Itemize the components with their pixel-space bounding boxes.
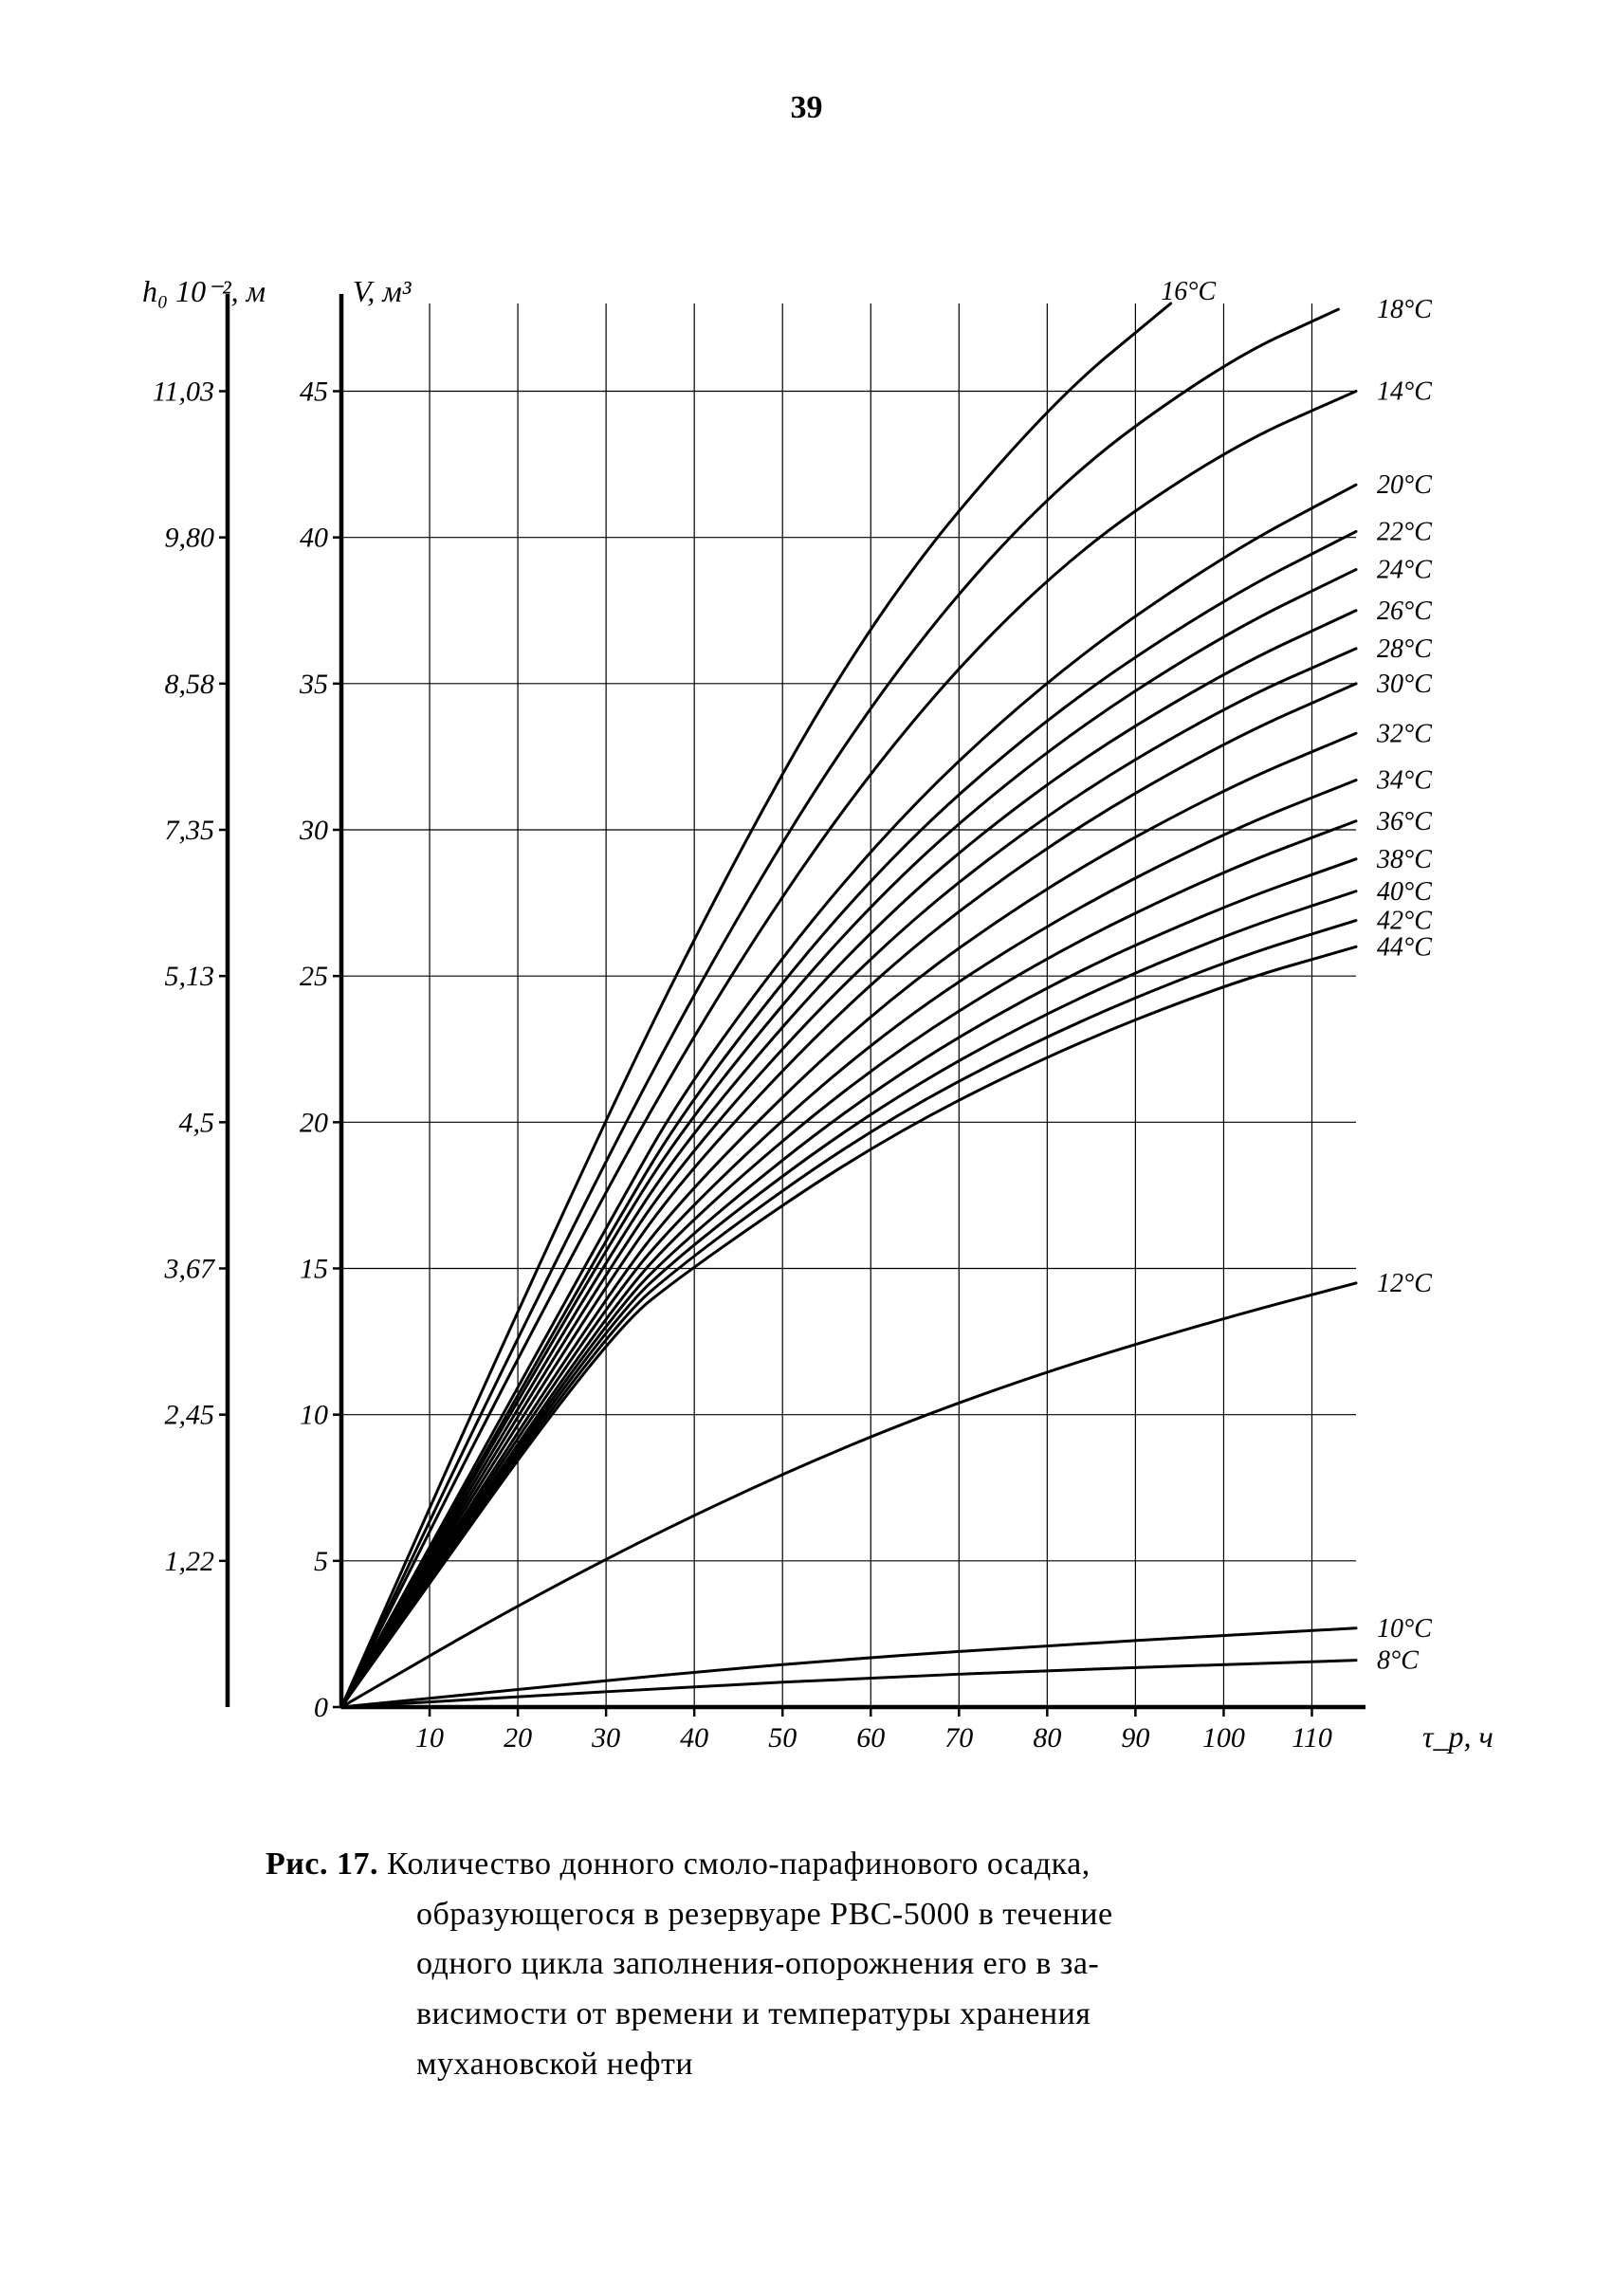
y-tick-label-inner: 20 <box>300 1107 328 1138</box>
curve-42C <box>341 921 1356 1707</box>
curve-22C <box>341 532 1356 1708</box>
curve-44C <box>341 946 1356 1707</box>
y-tick-label-outer: 7,35 <box>165 815 215 846</box>
x-axis-label: τ_p, ч <box>1422 1719 1494 1754</box>
curve-38C <box>341 859 1356 1707</box>
y-tick-label-inner: 35 <box>299 669 328 700</box>
curve-label-34C: 34°C <box>1376 766 1432 796</box>
figure-caption: Рис. 17. Количество донного смоло-парафи… <box>266 1840 1356 2089</box>
y-axis-outer-label: h₀ 10⁻², м <box>142 274 266 308</box>
curve-28C <box>341 649 1356 1707</box>
curve-label-20C: 20°C <box>1377 470 1432 500</box>
chart-container: 10 20 30 40 50 60 70 80 90 100 110 τ_p, ч 0 5 10 15 20 25… <box>142 266 1517 1802</box>
curve-label-42C: 42°C <box>1377 907 1432 936</box>
curve-label-30C: 30°C <box>1376 670 1432 699</box>
y-tick-label-outer: 2,45 <box>165 1400 215 1431</box>
curve-8C <box>341 1661 1356 1707</box>
page: 39 10 20 30 40 50 60 70 80 90 100 110 τ_p, ч 0 5 10 15 2… <box>0 0 1613 2296</box>
y-tick-label-inner: 30 <box>299 815 328 846</box>
curve-label-8C: 8°C <box>1377 1646 1419 1676</box>
y-tick-label-inner: 25 <box>300 961 328 992</box>
y-tick-label-inner: 10 <box>300 1400 328 1431</box>
x-tick-label: 40 <box>680 1722 708 1754</box>
curve-40C <box>341 891 1356 1707</box>
y-axis-inner-label: V, м³ <box>353 274 412 308</box>
curve-34C <box>341 781 1356 1707</box>
curve-label-36C: 36°C <box>1376 807 1432 836</box>
y-tick-label-outer: 9,80 <box>165 523 215 554</box>
curve-label-22C: 22°C <box>1377 518 1432 547</box>
y-tick-label-inner: 5 <box>314 1546 328 1577</box>
curve-20C <box>341 485 1356 1707</box>
curve-label-24C: 24°C <box>1377 556 1432 585</box>
x-tick-label: 110 <box>1292 1722 1332 1754</box>
x-tick-label: 70 <box>944 1722 973 1754</box>
page-number: 39 <box>0 90 1613 126</box>
curve-label-38C: 38°C <box>1376 845 1432 874</box>
y-tick-label-outer: 8,58 <box>165 669 215 700</box>
x-tick-label: 80 <box>1033 1722 1061 1754</box>
x-tick-label: 30 <box>591 1722 620 1754</box>
curve-label-12C: 12°C <box>1377 1269 1432 1298</box>
curve-label-10C: 10°C <box>1377 1614 1432 1644</box>
y-tick-label-outer: 1,22 <box>165 1546 215 1577</box>
caption-line-3: одного цикла заполнения-опорожнения его … <box>416 1946 1099 1981</box>
y-tick-label-outer: 4,5 <box>179 1107 215 1138</box>
y-tick-label-inner: 40 <box>300 523 328 554</box>
curve-label-44C: 44°C <box>1377 932 1432 962</box>
curve-30C <box>341 684 1356 1707</box>
caption-line-4: висимости от времени и температуры хране… <box>416 1996 1091 2031</box>
x-tick-label: 90 <box>1121 1722 1149 1754</box>
x-tick-label: 10 <box>415 1722 444 1754</box>
y-tick-label-outer: 5,13 <box>165 961 215 992</box>
caption-line-2: образующегося в резервуаре РВС-5000 в те… <box>416 1897 1113 1932</box>
y-tick-label-outer: 3,67 <box>164 1254 217 1285</box>
curve-label-26C: 26°C <box>1377 597 1432 626</box>
curve-label-32C: 32°C <box>1376 719 1432 748</box>
curve-label-16C: 16°C <box>1161 277 1216 306</box>
x-tick-label: 100 <box>1202 1722 1245 1754</box>
chart-svg: 10 20 30 40 50 60 70 80 90 100 110 τ_p, ч 0 5 10 15 20 25… <box>142 266 1517 1802</box>
curve-14C <box>341 392 1356 1708</box>
curve-26C <box>341 611 1356 1707</box>
y-tick-label-outer: 11,03 <box>153 377 214 408</box>
x-tick-label: 20 <box>504 1722 532 1754</box>
caption-line-1: Количество донного смоло-парафинового ос… <box>387 1846 1091 1882</box>
caption-prefix: Рис. 17. <box>266 1846 378 1882</box>
curve-label-14C: 14°C <box>1377 377 1432 407</box>
y-tick-label-inner: 0 <box>314 1692 328 1723</box>
curve-label-18C: 18°C <box>1377 295 1432 324</box>
curve-10C <box>341 1628 1356 1707</box>
curve-label-40C: 40°C <box>1377 877 1432 907</box>
y-tick-label-inner: 45 <box>300 377 328 408</box>
x-tick-label: 50 <box>768 1722 797 1754</box>
x-tick-label: 60 <box>856 1722 885 1754</box>
y-tick-label-inner: 15 <box>300 1254 328 1285</box>
curve-label-28C: 28°C <box>1377 634 1432 664</box>
caption-line-5: мухановской нефти <box>416 2047 693 2082</box>
